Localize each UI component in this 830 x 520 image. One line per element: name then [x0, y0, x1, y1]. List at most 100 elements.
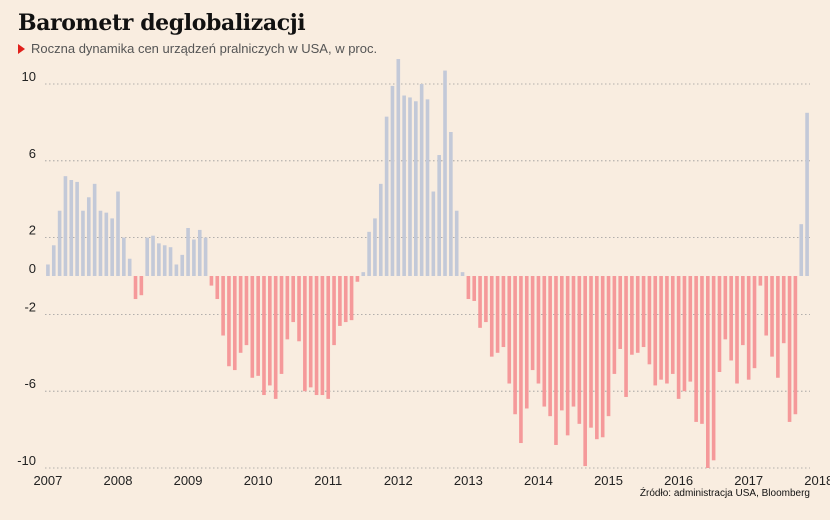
y-tick-label: -2: [24, 299, 36, 314]
bar: [606, 276, 611, 417]
bar: [449, 132, 453, 276]
bar: [560, 276, 564, 411]
bar: [151, 235, 155, 276]
bar: [139, 276, 144, 296]
bar: [799, 224, 804, 276]
bar: [308, 276, 313, 388]
bar: [507, 276, 512, 384]
bar: [268, 276, 272, 386]
bar: [729, 276, 733, 361]
bar: [489, 276, 494, 357]
y-tick-label: -6: [24, 376, 36, 391]
bar: [706, 276, 710, 468]
bars: [46, 59, 809, 468]
x-tick-label: 2018: [804, 473, 830, 488]
bar: [548, 276, 552, 417]
bar: [402, 95, 406, 277]
bar: [232, 276, 237, 371]
bar: [460, 272, 465, 276]
bar: [174, 264, 179, 276]
bar: [244, 276, 249, 346]
bar: [472, 276, 477, 301]
bar: [501, 276, 506, 348]
bar: [92, 183, 97, 276]
x-tick-label: 2009: [174, 473, 203, 488]
x-axis-tick-labels: 2007 2008 2009 2010 2011 2012 2013 2014 2015 2016…: [33, 473, 830, 488]
bar: [735, 276, 739, 384]
bar: [635, 276, 640, 353]
bar: [238, 276, 243, 353]
bar: [454, 210, 459, 276]
bar: [378, 183, 383, 276]
bar: [688, 276, 693, 382]
bar: [589, 276, 593, 428]
bar: [793, 276, 798, 415]
bar: [122, 237, 126, 276]
bar: [612, 276, 617, 374]
bar: [641, 276, 646, 348]
bar: [536, 276, 541, 384]
x-tick-label: 2010: [244, 473, 273, 488]
bar: [466, 276, 471, 300]
bar: [670, 276, 675, 374]
bar: [513, 276, 517, 415]
bar: [437, 155, 441, 276]
bar: [630, 276, 634, 355]
bar: [741, 276, 745, 346]
bar: [396, 59, 401, 276]
bar: [787, 276, 792, 422]
bar: [51, 245, 56, 276]
bar: [326, 276, 331, 399]
bar: [659, 276, 663, 380]
bar: [81, 210, 85, 276]
chart-title: Barometr deglobalizacji: [18, 10, 306, 36]
bar: [314, 276, 319, 396]
bar: [291, 276, 295, 323]
bar: [624, 276, 628, 397]
bar: [343, 276, 348, 323]
bar: [349, 276, 354, 321]
bar: [145, 237, 149, 276]
x-tick-label: 2007: [33, 473, 62, 488]
bar: [86, 197, 91, 276]
bar: [320, 276, 325, 396]
bar: [711, 276, 716, 461]
y-tick-label: 10: [22, 69, 36, 84]
bar: [770, 276, 774, 357]
bar: [595, 276, 599, 440]
bar: [776, 276, 780, 378]
bar: [647, 276, 652, 365]
bar: [186, 228, 190, 276]
bar: [431, 191, 436, 276]
bar: [127, 258, 132, 276]
bar: [279, 276, 284, 374]
bar: [484, 276, 488, 323]
bar: [250, 276, 255, 378]
bar: [69, 180, 74, 276]
bar: [577, 276, 582, 424]
bar: [723, 276, 728, 340]
bar: [571, 276, 576, 407]
bar: [157, 243, 161, 276]
bar: [197, 229, 202, 276]
bar: [390, 85, 395, 276]
bar: [694, 276, 698, 422]
bar: [180, 254, 185, 276]
bar: [752, 276, 757, 369]
x-tick-label: 2013: [454, 473, 483, 488]
bar: [682, 276, 687, 392]
x-tick-label: 2012: [384, 473, 413, 488]
y-tick-label: -10: [17, 453, 36, 468]
bar: [758, 276, 763, 286]
bar: [262, 276, 266, 396]
bar: [227, 276, 231, 367]
bar: [618, 276, 623, 349]
bar: [408, 97, 412, 276]
bar: [676, 276, 681, 399]
bar: [297, 276, 301, 342]
bar: [338, 276, 342, 326]
bar: [425, 99, 430, 276]
bar: [133, 276, 138, 300]
bar: [414, 101, 418, 276]
